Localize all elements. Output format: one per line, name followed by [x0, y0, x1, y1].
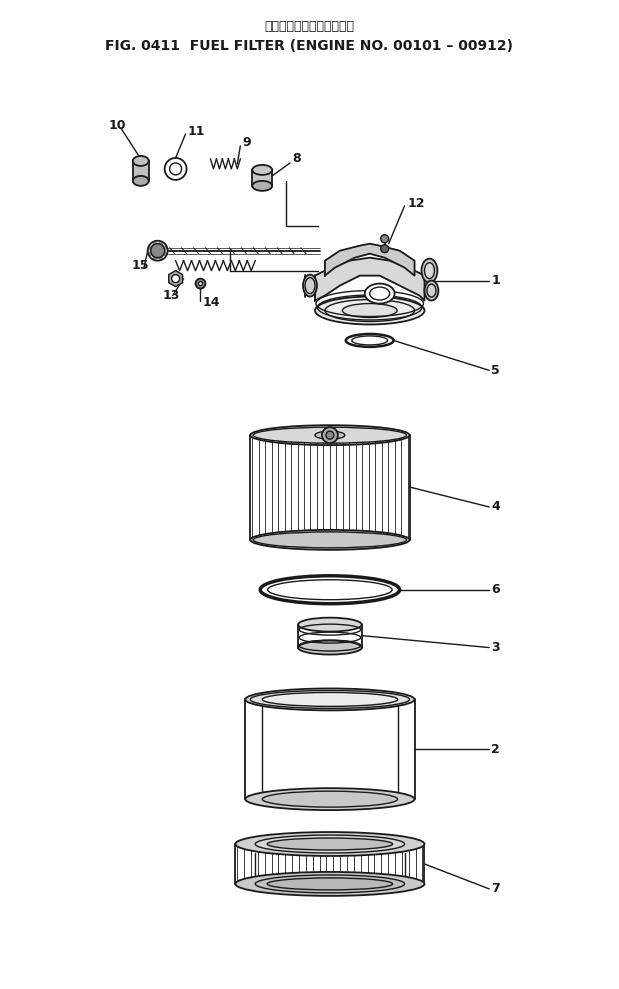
Text: 10: 10 [109, 119, 126, 132]
Ellipse shape [352, 336, 387, 345]
Ellipse shape [253, 165, 272, 175]
Ellipse shape [250, 690, 410, 708]
Text: 6: 6 [491, 584, 500, 596]
Polygon shape [158, 241, 163, 245]
Ellipse shape [245, 688, 415, 710]
Ellipse shape [425, 263, 435, 279]
Ellipse shape [235, 832, 425, 856]
Text: 1: 1 [491, 274, 500, 287]
Ellipse shape [427, 284, 436, 297]
Ellipse shape [253, 181, 272, 191]
Circle shape [170, 163, 181, 175]
Ellipse shape [298, 618, 361, 632]
Polygon shape [149, 250, 153, 255]
Ellipse shape [267, 878, 392, 890]
Text: 9: 9 [242, 136, 251, 149]
Ellipse shape [305, 278, 315, 294]
Ellipse shape [255, 835, 405, 853]
Bar [253, 170, 272, 186]
Text: 3: 3 [491, 641, 500, 654]
Circle shape [326, 431, 334, 439]
Ellipse shape [315, 431, 345, 439]
Ellipse shape [315, 297, 425, 324]
Circle shape [150, 243, 165, 258]
Circle shape [199, 282, 202, 286]
Ellipse shape [262, 692, 397, 706]
Ellipse shape [303, 275, 317, 297]
Polygon shape [153, 241, 158, 245]
Circle shape [381, 244, 389, 252]
Ellipse shape [253, 427, 407, 443]
Polygon shape [153, 255, 158, 260]
Ellipse shape [250, 530, 410, 550]
Polygon shape [149, 245, 153, 250]
Polygon shape [169, 271, 183, 287]
Text: 5: 5 [491, 364, 500, 377]
Ellipse shape [342, 304, 397, 317]
Ellipse shape [298, 641, 361, 655]
Ellipse shape [253, 532, 407, 548]
Text: 8: 8 [292, 152, 301, 165]
Polygon shape [163, 245, 167, 250]
Text: 12: 12 [407, 198, 425, 211]
Bar [133, 161, 149, 181]
Polygon shape [315, 258, 425, 301]
Ellipse shape [255, 875, 405, 893]
Polygon shape [325, 243, 415, 276]
Text: フェルフィルタ　適用号機: フェルフィルタ 適用号機 [264, 20, 354, 33]
Polygon shape [163, 250, 167, 255]
Ellipse shape [262, 791, 397, 807]
Text: 15: 15 [132, 259, 149, 272]
Ellipse shape [267, 838, 392, 850]
Text: 13: 13 [163, 289, 180, 302]
Text: 4: 4 [491, 500, 500, 513]
Ellipse shape [133, 156, 149, 166]
Text: 11: 11 [188, 125, 205, 137]
Circle shape [171, 275, 180, 283]
Ellipse shape [133, 176, 149, 186]
Circle shape [196, 279, 206, 289]
Polygon shape [158, 255, 163, 260]
Text: 7: 7 [491, 882, 500, 895]
Ellipse shape [365, 284, 395, 304]
Ellipse shape [422, 259, 438, 283]
Ellipse shape [325, 300, 415, 321]
Ellipse shape [425, 281, 438, 301]
Ellipse shape [267, 580, 392, 599]
Ellipse shape [245, 788, 415, 810]
Ellipse shape [250, 425, 410, 445]
Text: FIG. 0411  FUEL FILTER (ENGINE NO. 00101 – 00912): FIG. 0411 FUEL FILTER (ENGINE NO. 00101 … [105, 40, 513, 53]
Circle shape [322, 427, 338, 443]
Circle shape [381, 234, 389, 242]
Ellipse shape [235, 872, 425, 896]
Text: 2: 2 [491, 743, 500, 756]
Text: 14: 14 [202, 296, 220, 309]
